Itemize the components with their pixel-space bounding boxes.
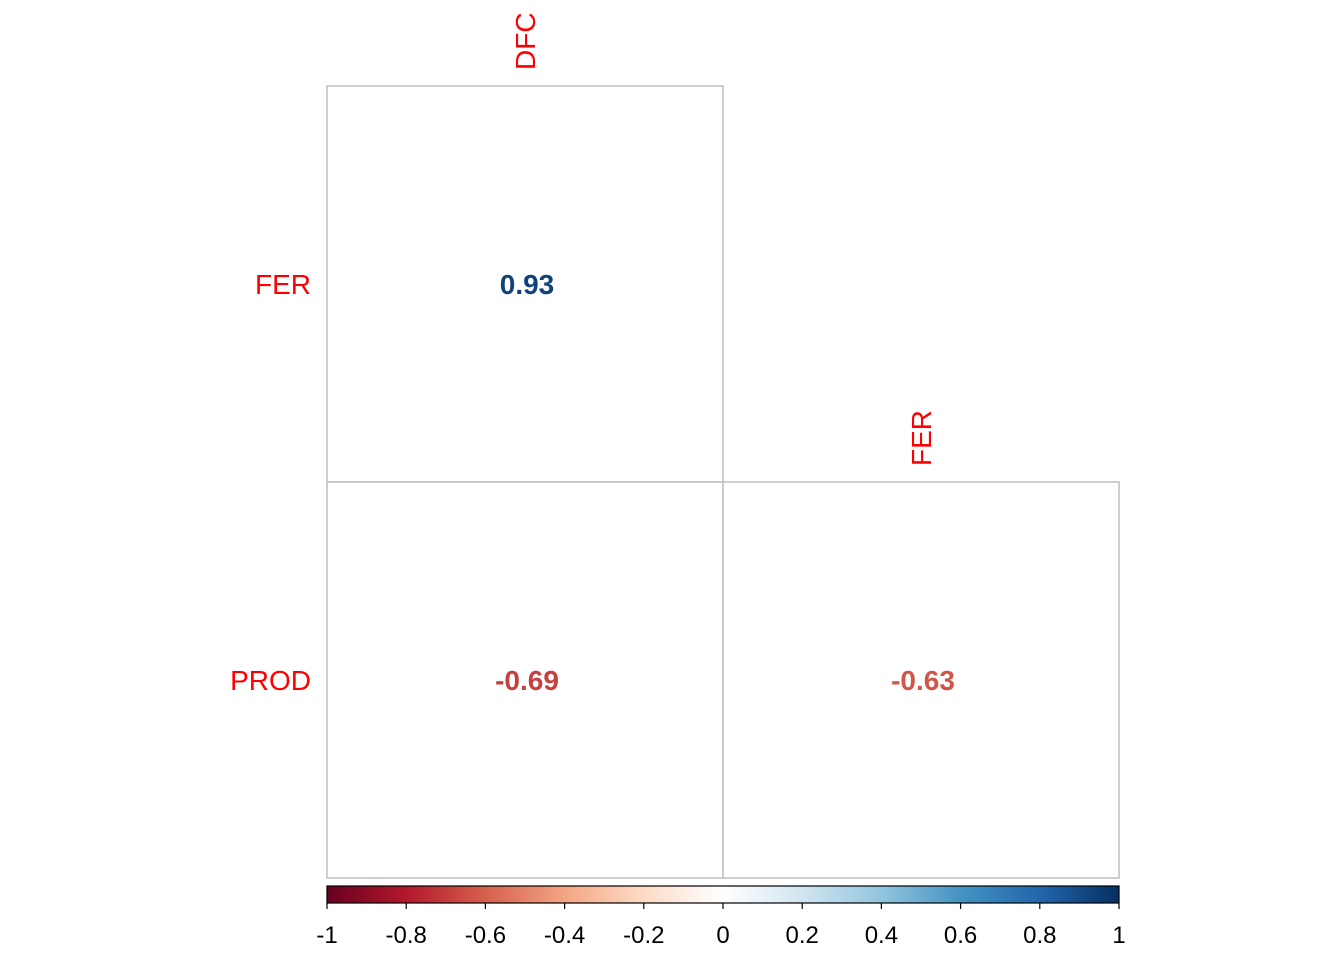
col-labels: DFC FER xyxy=(510,12,937,466)
colorbar-tick-label: 0.4 xyxy=(865,922,898,949)
col-label-dfc: DFC xyxy=(510,12,541,70)
colorbar-tick-label: -1 xyxy=(316,922,337,949)
corr-cell-fer-dfc xyxy=(326,85,724,483)
colorbar: -1 -0.8 -0.6 -0.4 -0.2 0 0.2 0.4 0.6 0.8 1 xyxy=(316,885,1126,949)
colorbar-tick-label: 1 xyxy=(1112,922,1125,949)
cells-layer: 0.93 -0.69 -0.63 xyxy=(326,85,1120,879)
row-labels: FER PROD xyxy=(230,269,311,696)
colorbar-gradient xyxy=(326,885,1120,904)
corr-cell-prod-dfc xyxy=(326,481,724,879)
corr-value-label: -0.69 xyxy=(495,665,559,696)
colorbar-tick-label: 0 xyxy=(716,922,729,949)
row-label-prod: PROD xyxy=(230,665,311,696)
col-label-fer: FER xyxy=(906,410,937,466)
corr-cell-prod-fer xyxy=(722,481,1120,879)
corr-value-label: 0.93 xyxy=(500,269,555,300)
colorbar-tick-label: -0.4 xyxy=(544,922,585,949)
colorbar-tick-label: 0.8 xyxy=(1023,922,1056,949)
colorbar-tick-label: -0.8 xyxy=(386,922,427,949)
corr-value-label: -0.63 xyxy=(891,665,955,696)
colorbar-tick-label: 0.6 xyxy=(944,922,977,949)
colorbar-tick-label: -0.2 xyxy=(623,922,664,949)
colorbar-tick-label: -0.6 xyxy=(465,922,506,949)
row-label-fer: FER xyxy=(255,269,311,300)
colorbar-tick-label: 0.2 xyxy=(786,922,819,949)
